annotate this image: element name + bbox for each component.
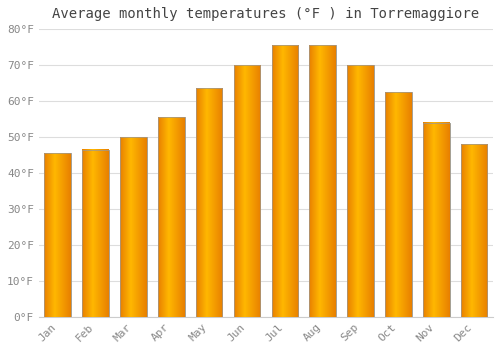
Bar — [423, 122, 450, 317]
Bar — [196, 89, 222, 317]
Bar — [310, 45, 336, 317]
Bar — [272, 45, 298, 317]
Bar — [196, 89, 222, 317]
Bar — [120, 137, 146, 317]
Bar — [82, 149, 109, 317]
Bar — [158, 117, 184, 317]
Bar — [82, 149, 109, 317]
Bar — [461, 144, 487, 317]
Bar — [272, 45, 298, 317]
Bar — [44, 153, 71, 317]
Bar — [120, 137, 146, 317]
Bar — [385, 92, 411, 317]
Bar — [423, 122, 450, 317]
Bar — [385, 92, 411, 317]
Bar — [44, 153, 71, 317]
Bar — [234, 65, 260, 317]
Bar — [348, 65, 374, 317]
Bar — [234, 65, 260, 317]
Title: Average monthly temperatures (°F ) in Torremaggiore: Average monthly temperatures (°F ) in To… — [52, 7, 480, 21]
Bar — [461, 144, 487, 317]
Bar — [310, 45, 336, 317]
Bar — [348, 65, 374, 317]
Bar — [158, 117, 184, 317]
